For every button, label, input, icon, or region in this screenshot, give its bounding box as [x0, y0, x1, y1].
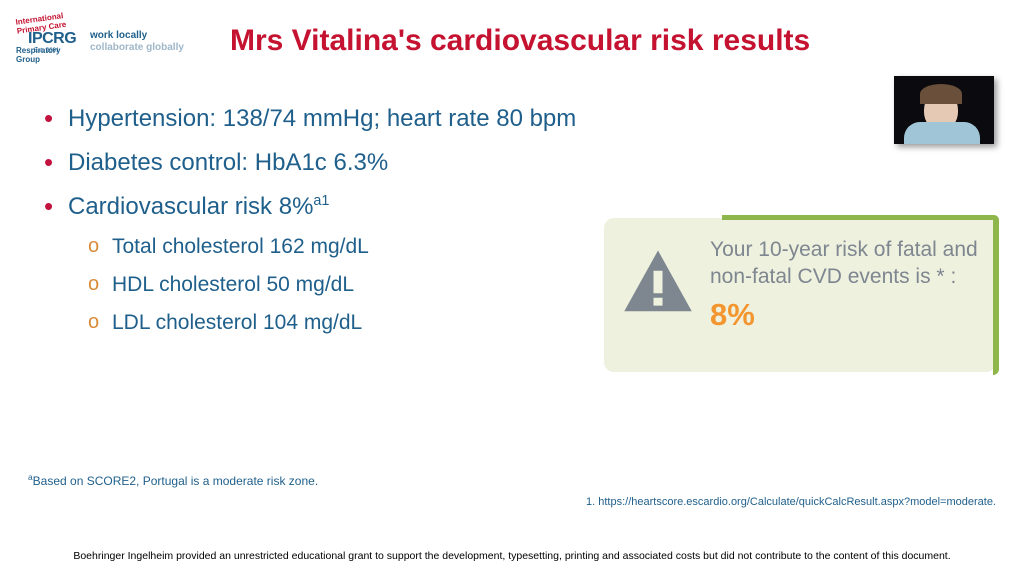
disclaimer: Boehringer Ingelheim provided an unrestr…: [0, 550, 1024, 562]
logo-circle: International Primary Care IPCRG Est. 20…: [10, 10, 70, 70]
bullet-label: Diabetes control:: [68, 149, 248, 176]
footnote-a-text: Based on SCORE2, Portugal is a moderate …: [33, 474, 318, 488]
logo-arc-bottom: Respiratory Group: [16, 46, 70, 64]
bullet-value: 138/74 mmHg; heart rate 80 bpm: [223, 105, 577, 132]
slide-title: Mrs Vitalina's cardiovascular risk resul…: [230, 24, 810, 58]
reference: 1. https://heartscore.escardio.org/Calcu…: [586, 496, 996, 508]
callout-border-right: [993, 215, 999, 375]
bullet-hypertension: Hypertension: 138/74 mmHg; heart rate 80…: [40, 105, 994, 133]
bullet-sup: a1: [313, 193, 329, 209]
risk-callout: Your 10-year risk of fatal and non-fatal…: [604, 218, 996, 372]
bullet-diabetes: Diabetes control: HbA1c 6.3%: [40, 149, 994, 177]
logo-tagline: work locally collaborate globally: [90, 30, 184, 54]
bullet-label: Cardiovascular risk: [68, 193, 272, 220]
logo-tag-line1: work locally: [90, 30, 147, 41]
patient-photo-hair: [920, 84, 962, 104]
footnote-a: aBased on SCORE2, Portugal is a moderate…: [28, 472, 318, 488]
callout-text: Your 10-year risk of fatal and non-fatal…: [710, 236, 978, 358]
logo-tag-line2: collaborate globally: [90, 42, 184, 53]
org-logo: International Primary Care IPCRG Est. 20…: [10, 10, 200, 70]
warning-icon: [622, 246, 694, 318]
bullet-value: HbA1c 6.3%: [255, 149, 388, 176]
bullet-label: Hypertension:: [68, 105, 216, 132]
callout-message: Your 10-year risk of fatal and non-fatal…: [710, 236, 978, 291]
callout-percent: 8%: [710, 297, 978, 333]
callout-border-top: [722, 215, 999, 220]
bullet-value: 8%: [279, 193, 314, 220]
